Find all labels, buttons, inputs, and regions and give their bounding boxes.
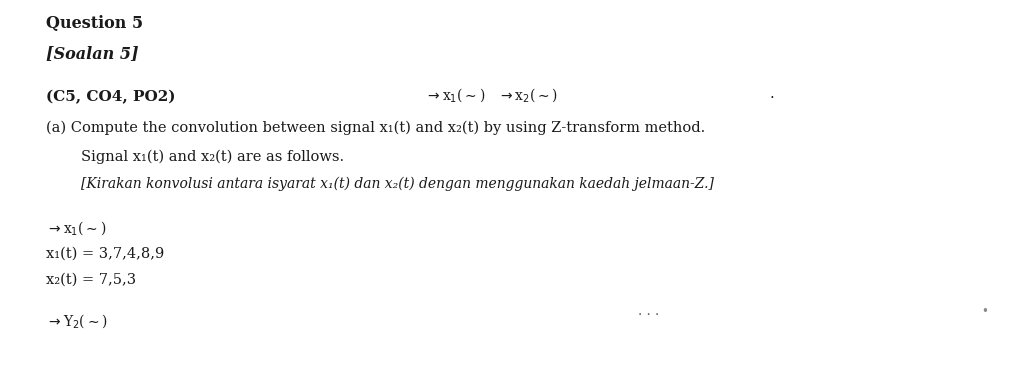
Text: x₁(t) = 3,7,4,8,9: x₁(t) = 3,7,4,8,9 (45, 247, 164, 261)
Text: Signal x₁(t) and x₂(t) are as follows.: Signal x₁(t) and x₂(t) are as follows. (81, 149, 344, 164)
Text: $\rightarrow$Y$_2$($\sim$): $\rightarrow$Y$_2$($\sim$) (45, 312, 107, 330)
Text: .: . (768, 86, 773, 102)
Text: $\rightarrow$x$_1$($\sim$)   $\rightarrow$x$_2$($\sim$): $\rightarrow$x$_1$($\sim$) $\rightarrow$… (425, 86, 557, 104)
Text: [Kirakan konvolusi antara isyarat x₁(t) dan x₂(t) dengan menggunakan kaedah jelm: [Kirakan konvolusi antara isyarat x₁(t) … (81, 176, 713, 191)
Text: (C5, CO4, PO2): (C5, CO4, PO2) (45, 90, 175, 105)
Text: [Soalan 5]: [Soalan 5] (45, 45, 139, 62)
Text: $\rightarrow$x$_1$($\sim$): $\rightarrow$x$_1$($\sim$) (45, 220, 106, 237)
Text: (a) Compute the convolution between signal x₁(t) and x₂(t) by using Z-transform : (a) Compute the convolution between sign… (45, 120, 704, 135)
Text: x₂(t) = 7,5,3: x₂(t) = 7,5,3 (45, 272, 135, 286)
Text: •: • (981, 305, 988, 318)
Text: . . .: . . . (637, 305, 658, 318)
Text: Question 5: Question 5 (45, 15, 143, 32)
